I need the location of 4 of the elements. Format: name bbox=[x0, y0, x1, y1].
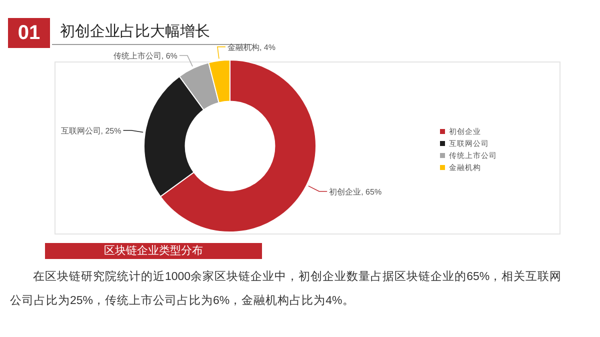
annotation: 在区块链研究院统计的近1000余家区块链企业中，初创企业数量占据区块链企业的65%，相关互联网公司占比为25%，传统上市公司占比为6%，金融机构占比为4%。 bbox=[10, 269, 563, 309]
annotation: 01 bbox=[8, 18, 50, 48]
chart-title: 初创企业占比大幅增长 bbox=[60, 22, 210, 41]
text: 区块链企业类型分布 bbox=[45, 243, 262, 259]
